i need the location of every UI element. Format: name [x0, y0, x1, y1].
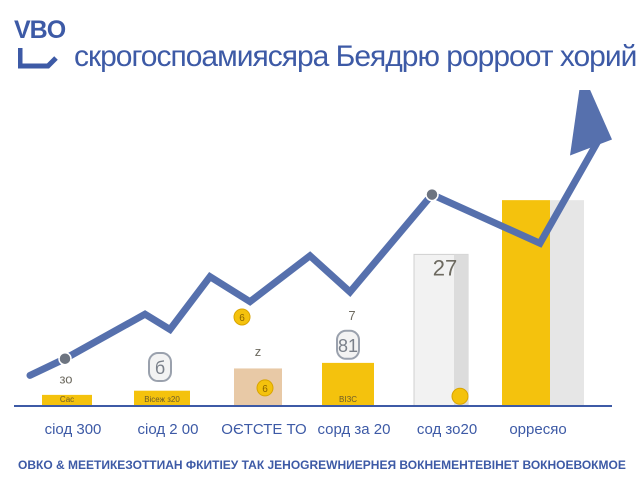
x-tick-label: сод зо20: [417, 421, 477, 438]
bar: [322, 362, 374, 406]
badge: [148, 352, 172, 383]
bar-label: Сас: [60, 395, 74, 404]
x-tick-label: сіод 2 00: [138, 421, 199, 438]
x-tick-label: сіод 300: [45, 421, 102, 438]
coin-icon: [256, 379, 274, 397]
bar-side: [550, 200, 584, 406]
coin-icon: [233, 308, 251, 326]
badge-label: б: [155, 358, 165, 378]
annotation-label: 7: [348, 308, 355, 323]
annotation-label: 27: [433, 255, 457, 280]
footer-caption: ОВКО & МЕЕТИКЕЗОТТИАН ФКИТІЕУ ТАК ЈЕНОGR…: [18, 458, 628, 472]
x-tick-label: ОЄТСТЕ ТО: [221, 421, 306, 438]
chart: Сас Вісеж з20 ВІЗС сіод 300 сіод 2 00 ОЄТСТЕ …: [14, 90, 612, 438]
annotation-label: зо: [59, 372, 72, 387]
badge-label: 81: [338, 336, 358, 356]
trend-arrowhead: [570, 90, 612, 156]
bar-side: [454, 254, 468, 406]
annotation-label: z: [255, 344, 262, 359]
bar-label: Вісеж з20: [144, 395, 180, 404]
bar: [134, 390, 190, 406]
bar: [42, 394, 92, 406]
logo: VBO: [14, 16, 70, 74]
logo-mark-icon: [18, 48, 58, 69]
coin-label: 6: [262, 384, 268, 395]
trend-marker: [58, 351, 72, 366]
coin-icon: [451, 387, 469, 405]
x-tick-label: сорд за 20: [317, 421, 390, 438]
chart-title: скрогоспоамиясяра Беядрю рорроот хорий: [74, 40, 637, 73]
x-tick-label: орресяо: [509, 421, 566, 438]
logo-text: VBO: [14, 16, 66, 44]
trend-marker: [425, 187, 439, 202]
badge: [336, 329, 360, 360]
bar-label: ВІЗС: [339, 395, 357, 404]
coin-label: 6: [239, 313, 245, 324]
trend-line: [26, 134, 604, 379]
